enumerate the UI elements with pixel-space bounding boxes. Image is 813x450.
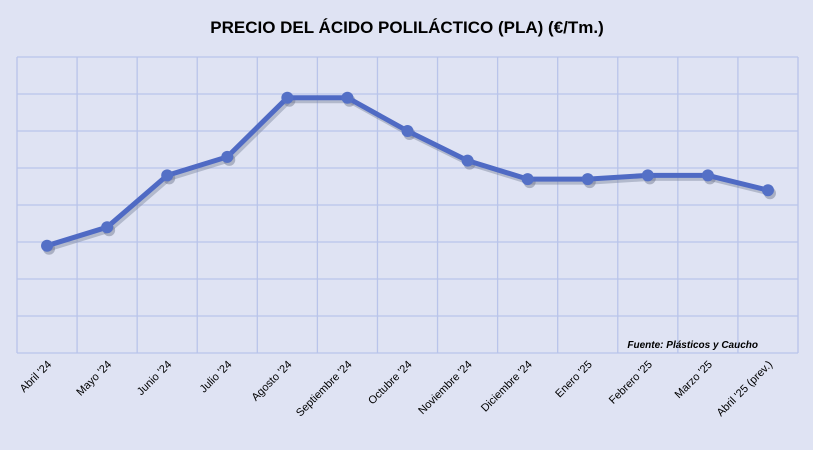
data-point bbox=[581, 173, 594, 186]
gridlines bbox=[16, 56, 799, 354]
data-point bbox=[281, 91, 294, 104]
chart-title: PRECIO DEL ÁCIDO POLILÁCTICO (PLA) (€/Tm… bbox=[210, 18, 604, 37]
data-point bbox=[401, 125, 414, 137]
data-point bbox=[521, 173, 534, 186]
data-point bbox=[461, 154, 474, 167]
data-point bbox=[221, 150, 234, 163]
data-point bbox=[101, 221, 114, 234]
data-point bbox=[41, 239, 54, 252]
data-point bbox=[701, 169, 714, 182]
series-line-group bbox=[41, 91, 774, 252]
data-point bbox=[161, 169, 174, 182]
data-point bbox=[641, 169, 654, 182]
data-point bbox=[761, 184, 774, 197]
data-point bbox=[341, 91, 354, 104]
source-annotation: Fuente: Plásticos y Caucho bbox=[627, 340, 758, 351]
